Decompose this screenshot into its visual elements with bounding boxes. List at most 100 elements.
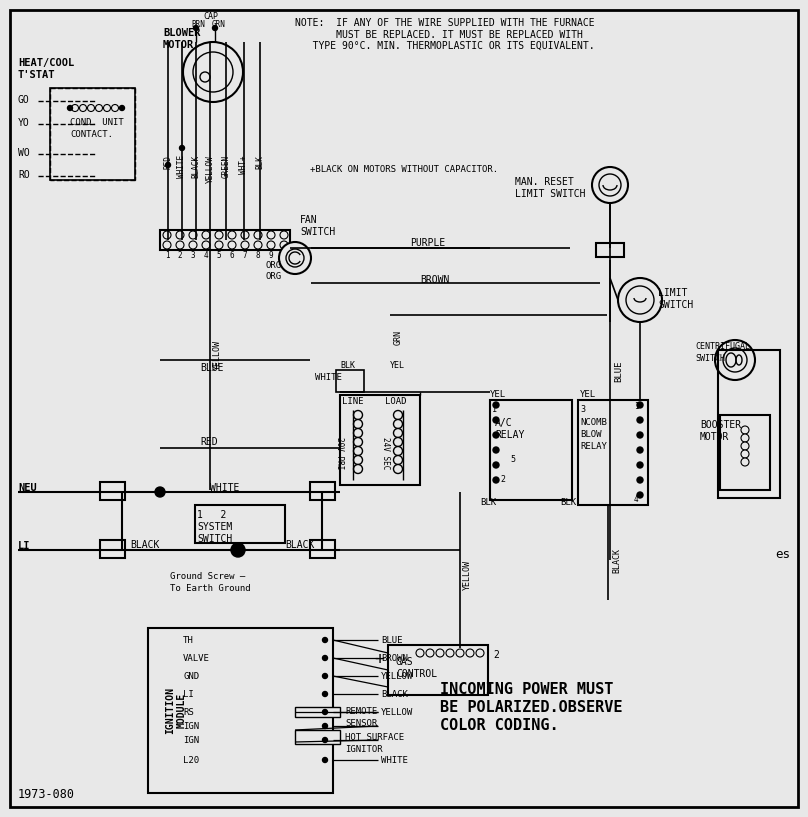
Circle shape [354, 456, 363, 465]
Circle shape [322, 691, 327, 697]
Text: COND. UNIT: COND. UNIT [70, 118, 124, 127]
Text: LI: LI [18, 541, 31, 551]
Text: RS: RS [183, 708, 194, 717]
Circle shape [354, 437, 363, 447]
Circle shape [637, 447, 643, 453]
Bar [340, 395, 420, 485]
Text: BLOW: BLOW [580, 430, 601, 439]
Circle shape [393, 419, 402, 428]
Circle shape [322, 655, 327, 660]
Circle shape [202, 241, 210, 249]
Circle shape [215, 241, 223, 249]
Circle shape [393, 447, 402, 456]
Text: YEL: YEL [390, 361, 405, 370]
Bar [295, 730, 340, 744]
Bar [310, 540, 335, 558]
Text: GND: GND [183, 672, 199, 681]
Text: FAN: FAN [300, 215, 318, 225]
Circle shape [280, 241, 288, 249]
Circle shape [456, 649, 464, 657]
Bar [336, 370, 364, 392]
Circle shape [202, 231, 210, 239]
Circle shape [741, 458, 749, 466]
Circle shape [446, 649, 454, 657]
Circle shape [393, 410, 402, 419]
Text: MOTOR: MOTOR [700, 432, 730, 442]
Text: GRN: GRN [212, 20, 226, 29]
Text: WHITE: WHITE [178, 155, 187, 178]
Circle shape [393, 465, 402, 474]
Circle shape [322, 709, 327, 715]
Text: COLOR CODING.: COLOR CODING. [440, 718, 558, 733]
Text: RELAY: RELAY [495, 430, 524, 440]
Circle shape [426, 649, 434, 657]
Text: YEL: YEL [580, 390, 596, 399]
Text: 1: 1 [492, 405, 497, 414]
Text: A/C: A/C [495, 418, 512, 428]
Circle shape [493, 417, 499, 423]
Circle shape [493, 477, 499, 483]
Text: YELLOW: YELLOW [213, 340, 222, 370]
Bar [720, 415, 770, 490]
Text: GO: GO [18, 95, 30, 105]
Circle shape [393, 437, 402, 447]
Text: IGN: IGN [183, 722, 199, 731]
Text: BLACK: BLACK [285, 540, 314, 550]
Text: CONTACT.: CONTACT. [70, 130, 113, 139]
Circle shape [163, 241, 171, 249]
Text: WO: WO [18, 148, 30, 158]
Text: MOTOR: MOTOR [163, 40, 194, 50]
Text: +: + [374, 650, 384, 668]
Circle shape [637, 492, 643, 498]
Circle shape [354, 465, 363, 474]
Bar [148, 628, 333, 793]
Circle shape [241, 231, 249, 239]
Text: 7: 7 [242, 251, 247, 260]
Text: RO: RO [18, 170, 30, 180]
Text: BLK: BLK [560, 498, 576, 507]
Circle shape [228, 241, 236, 249]
Circle shape [354, 428, 363, 437]
Text: BLACK: BLACK [381, 690, 408, 699]
Circle shape [254, 231, 262, 239]
Circle shape [193, 52, 233, 92]
Text: 5: 5 [510, 455, 515, 464]
Text: ORG: ORG [265, 261, 281, 270]
Text: 2: 2 [178, 251, 183, 260]
Circle shape [354, 410, 363, 419]
Circle shape [200, 72, 210, 82]
Text: GREEN: GREEN [221, 155, 230, 178]
Text: RED: RED [200, 437, 217, 447]
Text: SWITCH: SWITCH [197, 534, 232, 544]
Bar [718, 350, 780, 498]
Text: 24V SEC: 24V SEC [381, 437, 390, 470]
Text: LI: LI [183, 690, 194, 699]
Text: CONTROL: CONTROL [396, 669, 437, 679]
Text: BE POLARIZED.OBSERVE: BE POLARIZED.OBSERVE [440, 700, 622, 715]
Circle shape [322, 673, 327, 678]
Text: TH: TH [183, 636, 194, 645]
Circle shape [71, 105, 78, 111]
Text: BLUE: BLUE [200, 363, 224, 373]
Text: YEL: YEL [490, 390, 506, 399]
Bar [596, 243, 624, 257]
Circle shape [416, 649, 424, 657]
Text: SWITCH: SWITCH [300, 227, 335, 237]
Text: SENSOR: SENSOR [345, 719, 377, 728]
Text: 6: 6 [229, 251, 234, 260]
Text: IGNITOR: IGNITOR [345, 745, 383, 754]
Circle shape [87, 105, 95, 111]
Circle shape [241, 241, 249, 249]
Bar [160, 230, 290, 250]
Text: RELAY: RELAY [580, 442, 607, 451]
Circle shape [436, 649, 444, 657]
Circle shape [193, 25, 199, 30]
Circle shape [493, 402, 499, 408]
Text: T'STAT: T'STAT [18, 70, 56, 80]
Text: es: es [775, 548, 790, 561]
Text: BLK: BLK [340, 361, 355, 370]
Circle shape [176, 241, 184, 249]
Text: 8: 8 [255, 251, 260, 260]
Circle shape [322, 738, 327, 743]
Circle shape [286, 249, 304, 267]
